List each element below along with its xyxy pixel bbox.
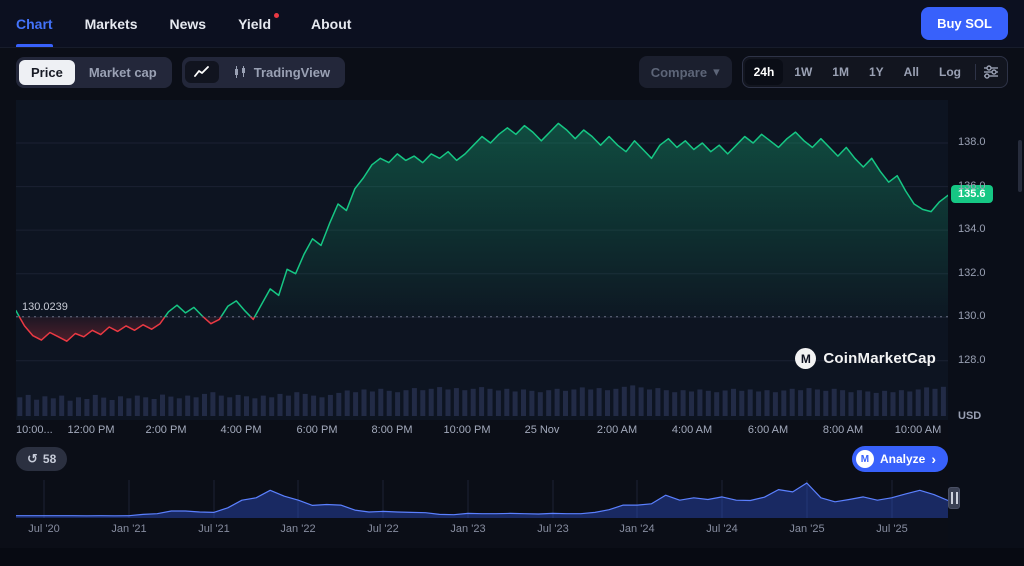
- coinmarketcap-logo-icon: M: [795, 348, 817, 369]
- compare-label: Compare: [650, 64, 708, 80]
- price-chart-svg[interactable]: [16, 100, 948, 420]
- scrollbar-thumb[interactable]: [1018, 140, 1022, 192]
- chart-main-column: 130.0239 M CoinMarketCap 10:00... 12:00 P…: [16, 100, 948, 540]
- tab-about-label: About: [311, 15, 352, 32]
- tab-chart[interactable]: Chart: [16, 0, 53, 47]
- range-button-1w[interactable]: 1W: [785, 59, 821, 85]
- y-axis-tick: 136.0: [958, 180, 986, 192]
- price-marketcap-toggle: Price Market cap: [16, 56, 172, 88]
- tab-news[interactable]: News: [169, 0, 206, 47]
- bottom-strip: [0, 548, 1024, 566]
- y-axis-tick: 138.0: [958, 136, 986, 148]
- history-overview-chart[interactable]: [16, 478, 948, 520]
- tab-chart-label: Chart: [16, 15, 53, 32]
- price-toggle-button[interactable]: Price: [19, 59, 75, 85]
- divider: [975, 64, 976, 80]
- line-chart-button[interactable]: [184, 61, 219, 83]
- range-buttons: 24h 1W 1M 1Y All Log: [744, 59, 970, 85]
- tab-markets-label: Markets: [84, 15, 138, 32]
- y-axis-tick: 130.0: [958, 310, 986, 322]
- y-axis-tick: 128.0: [958, 354, 986, 366]
- history-axis-label: Jan '21: [111, 523, 147, 535]
- coinmarketcap-mini-logo-icon: M: [855, 450, 874, 468]
- tab-news-label: News: [169, 15, 207, 32]
- history-axis-label: Jul '25: [876, 523, 908, 535]
- history-axis-label: Jan '25: [789, 523, 825, 535]
- history-count: 58: [42, 452, 57, 466]
- history-axis-label: Jul '20: [28, 523, 60, 535]
- x-axis-label: 4:00 PM: [220, 424, 262, 436]
- chart-toolbar: Price Market cap TradingView Compare ▾ 2…: [0, 48, 1024, 96]
- history-chart-svg[interactable]: [16, 478, 948, 520]
- x-axis-label: 4:00 AM: [671, 424, 713, 436]
- y-axis-tick: 134.0: [958, 223, 986, 235]
- history-axis-label: Jul '22: [367, 523, 399, 535]
- chevron-right-icon: ›: [931, 451, 936, 467]
- chart-tabs: Chart Markets News Yield About: [16, 0, 351, 47]
- tradingview-label: TradingView: [253, 64, 331, 80]
- history-axis-label: Jan '23: [450, 523, 486, 535]
- tab-about[interactable]: About: [311, 0, 351, 47]
- baseline-price-label: 130.0239: [22, 301, 68, 313]
- x-axis-label: 6:00 PM: [296, 424, 338, 436]
- analyze-button[interactable]: M Analyze ›: [851, 446, 948, 472]
- range-button-all[interactable]: All: [895, 59, 928, 85]
- compare-button[interactable]: Compare ▾: [638, 56, 732, 88]
- chevron-down-icon: ▾: [713, 64, 720, 79]
- tradingview-button[interactable]: TradingView: [221, 60, 342, 85]
- chart-style-toggle: TradingView: [181, 56, 346, 88]
- y-axis-tick: 132.0: [958, 267, 986, 279]
- price-axis-column: 135.6 USD 138.0 136.0 134.0 132.0 130.0 128.0: [948, 100, 1024, 548]
- range-button-log[interactable]: Log: [930, 59, 970, 85]
- toolbar-right: Compare ▾ 24h 1W 1M 1Y All Log: [638, 56, 1008, 88]
- history-count-button[interactable]: ↺ 58: [16, 447, 68, 471]
- sliders-icon: [984, 65, 998, 79]
- x-axis-label: 8:00 AM: [822, 424, 864, 436]
- watermark-label: CoinMarketCap: [823, 350, 936, 367]
- x-axis-label: 6:00 AM: [747, 424, 789, 436]
- x-axis-label: 2:00 PM: [145, 424, 187, 436]
- candles-icon: [234, 66, 245, 78]
- x-axis-label: 12:00 PM: [67, 424, 115, 436]
- tab-yield-label: Yield: [238, 15, 271, 32]
- range-drag-handle[interactable]: [948, 487, 960, 509]
- chart-content: 130.0239 M CoinMarketCap 10:00... 12:00 P…: [0, 100, 1024, 548]
- time-range-selector: 24h 1W 1M 1Y All Log: [741, 56, 1008, 88]
- currency-unit-label: USD: [958, 410, 982, 422]
- analyze-label: Analyze: [879, 452, 926, 466]
- line-chart-icon: [193, 66, 209, 77]
- marketcap-toggle-button[interactable]: Market cap: [77, 60, 169, 85]
- tab-yield[interactable]: Yield: [238, 0, 279, 47]
- history-axis-label: Jul '24: [706, 523, 738, 535]
- history-axis-label: Jul '21: [198, 523, 230, 535]
- buy-sol-button[interactable]: Buy SOL: [921, 7, 1008, 40]
- range-button-1m[interactable]: 1M: [823, 59, 858, 85]
- history-clock-icon: ↺: [27, 451, 38, 466]
- range-button-1y[interactable]: 1Y: [860, 59, 893, 85]
- coinmarketcap-watermark: M CoinMarketCap: [795, 348, 936, 369]
- top-navigation: Chart Markets News Yield About Buy SOL: [0, 0, 1024, 48]
- x-axis-label: 10:00...: [16, 424, 53, 436]
- tab-markets[interactable]: Markets: [85, 0, 138, 47]
- history-axis-label: Jul '23: [537, 523, 569, 535]
- x-axis-label: 25 Nov: [524, 424, 560, 436]
- history-axis: Jul '20 Jan '21 Jul '21 Jan '22 Jul '22 Jan '…: [16, 520, 948, 540]
- x-axis-label: 2:00 AM: [596, 424, 638, 436]
- history-axis-label: Jan '22: [280, 523, 316, 535]
- chart-settings-button[interactable]: [981, 62, 1005, 82]
- range-button-24h[interactable]: 24h: [744, 59, 784, 85]
- price-chart-area[interactable]: 130.0239 M CoinMarketCap: [16, 100, 948, 420]
- x-axis-label: 10:00 PM: [443, 424, 491, 436]
- x-axis-label: 10:00 AM: [894, 424, 942, 436]
- history-axis-label: Jan '24: [619, 523, 655, 535]
- chart-footer: ↺ 58 M Analyze ›: [16, 442, 948, 476]
- new-badge-dot: [274, 13, 279, 18]
- x-axis-label: 8:00 PM: [371, 424, 413, 436]
- time-axis: 10:00... 12:00 PM 2:00 PM 4:00 PM 6:00 PM 8:0…: [16, 420, 948, 442]
- current-price-badge: 135.6: [951, 185, 993, 203]
